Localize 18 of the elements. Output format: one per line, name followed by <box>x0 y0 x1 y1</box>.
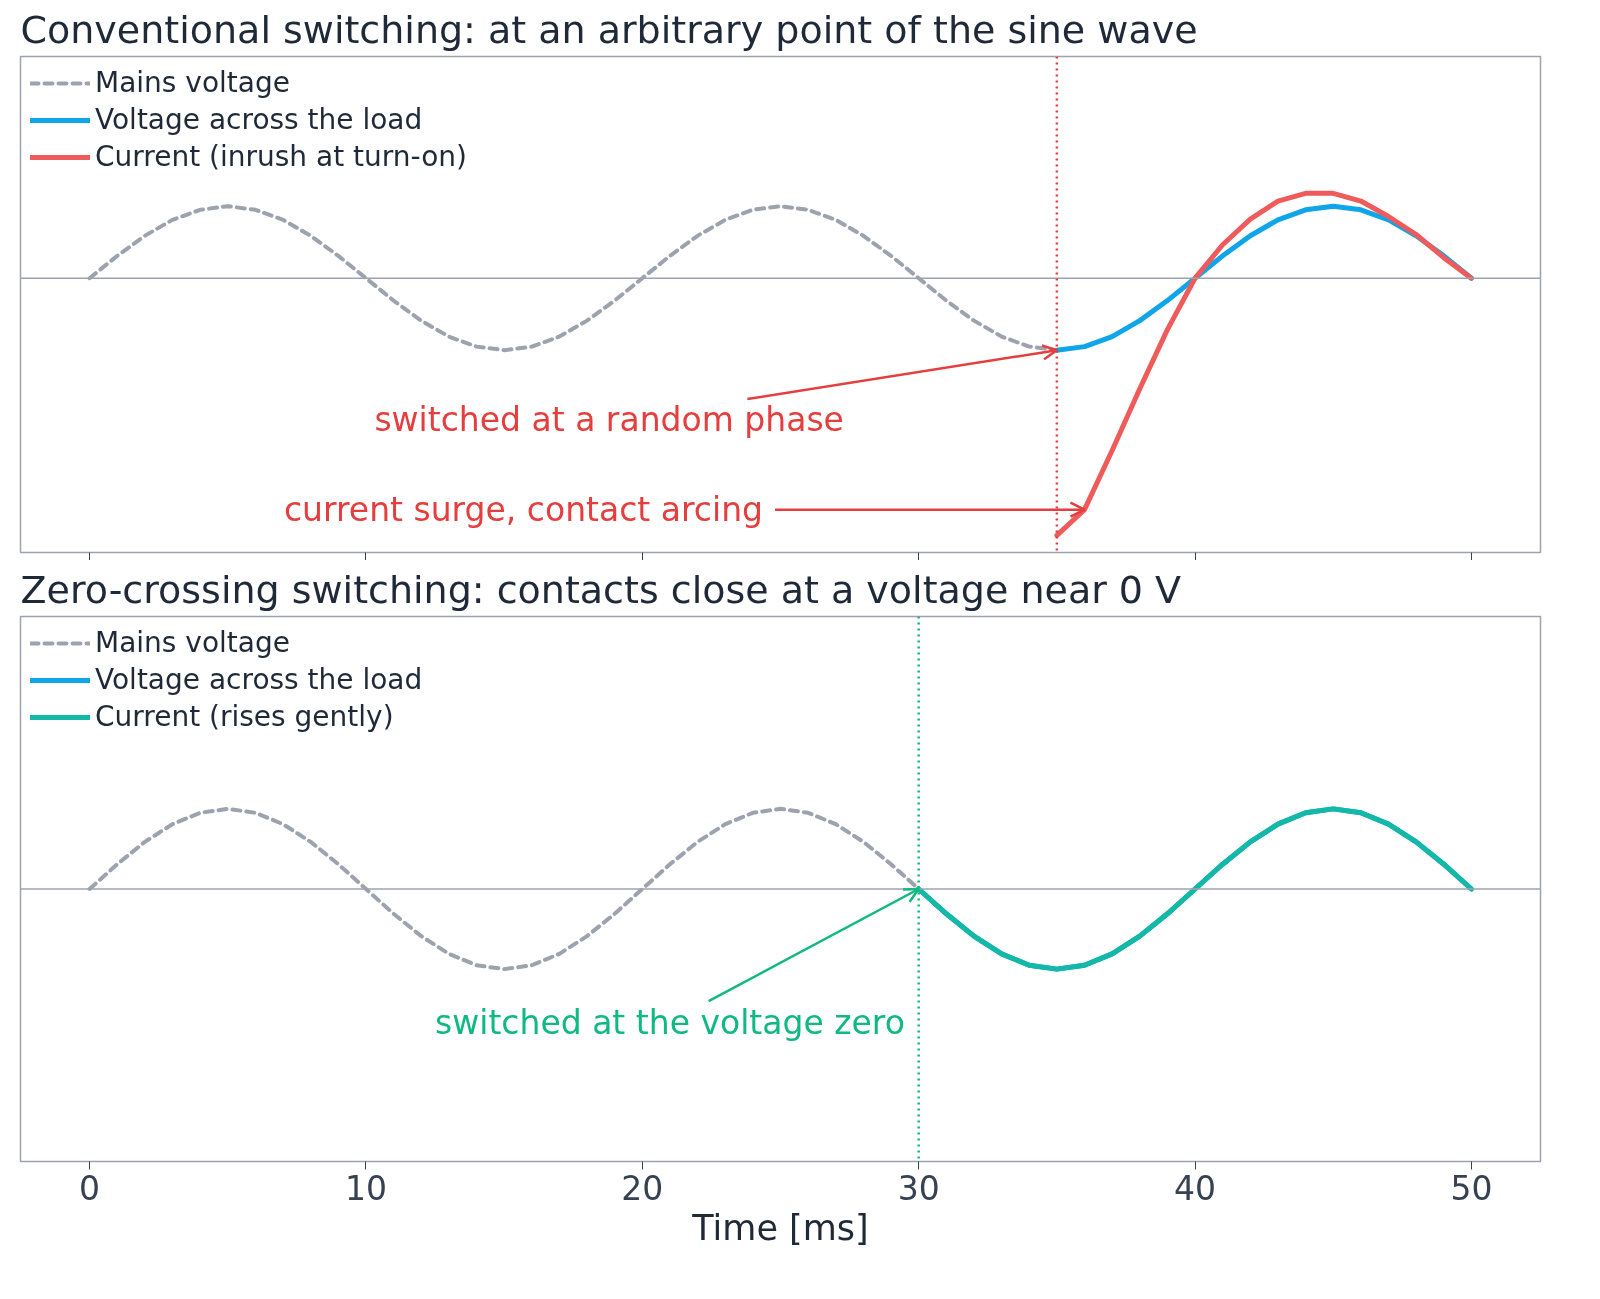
legend-label: Voltage across the load <box>95 103 423 136</box>
x-tick-label: 30 <box>897 1168 940 1208</box>
x-tick-label: 40 <box>1174 1168 1217 1208</box>
legend-label: Mains voltage <box>95 626 290 659</box>
annotation: current surge, contact arcing <box>283 490 764 530</box>
annotation: switched at a random phase <box>374 400 844 440</box>
legend-label: Mains voltage <box>95 66 290 99</box>
legend-label: Current (rises gently) <box>95 700 394 733</box>
x-axis-title: Time [ms] <box>691 1207 869 1248</box>
legend-label: Current (inrush at turn-on) <box>95 140 467 173</box>
x-tick-label: 10 <box>344 1168 387 1208</box>
chart-title: Conventional switching: at an arbitrary point of the sine wave <box>20 7 1198 52</box>
x-tick-label: 20 <box>621 1168 664 1208</box>
chart-title: Zero-crossing switching: contacts close at a voltage near 0 V <box>20 567 1182 612</box>
legend-label: Voltage across the load <box>95 663 423 696</box>
x-tick-label: 50 <box>1450 1168 1493 1208</box>
x-tick-label: 0 <box>79 1168 101 1208</box>
annotation: switched at the voltage zero <box>435 1002 905 1042</box>
